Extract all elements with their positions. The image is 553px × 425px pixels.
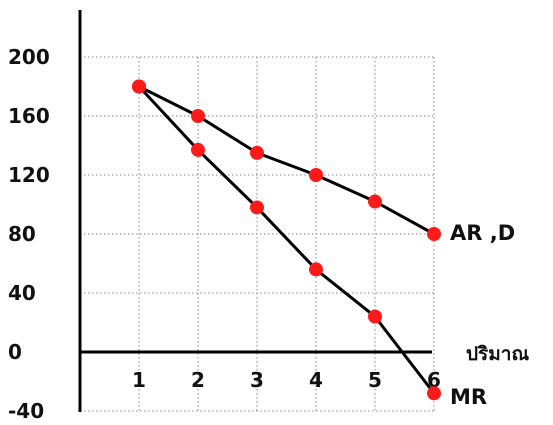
data-point <box>191 142 205 157</box>
x-tick-label: 6 <box>427 368 441 392</box>
data-point <box>427 386 441 401</box>
y-tick-label: 120 <box>8 163 50 187</box>
x-tick-label: 2 <box>191 368 205 392</box>
data-point <box>309 262 323 277</box>
y-tick-label: 80 <box>8 222 36 246</box>
series-label-ar-d: AR ,D <box>450 221 515 245</box>
x-tick-label: 3 <box>250 368 264 392</box>
chart-points <box>132 79 441 401</box>
x-tick-label: 1 <box>132 368 146 392</box>
data-point <box>250 145 264 160</box>
data-point <box>368 309 382 324</box>
data-point <box>191 109 205 123</box>
chart-ticks: 200 160 120 80 40 0 -40 1 2 3 4 5 6 <box>8 45 441 423</box>
y-tick-label: 160 <box>8 104 50 128</box>
chart-grid <box>80 56 435 412</box>
chart-axes <box>78 10 432 412</box>
x-axis-label: ปริมาณ <box>466 343 529 365</box>
chart-lines <box>137 85 436 395</box>
data-point <box>250 200 264 215</box>
series-line-0 <box>137 85 436 236</box>
data-point <box>427 227 441 241</box>
series-line-1 <box>137 85 436 395</box>
y-tick-label: 200 <box>8 45 50 69</box>
data-point <box>368 194 382 209</box>
y-tick-label: -40 <box>8 399 44 423</box>
y-tick-label: 0 <box>8 340 22 364</box>
data-point <box>132 79 146 94</box>
series-label-mr: MR <box>450 385 487 409</box>
y-tick-label: 40 <box>8 281 36 305</box>
chart-labels: AR ,D MR ปริมาณ <box>450 221 529 409</box>
x-tick-label: 5 <box>368 368 382 392</box>
x-tick-label: 4 <box>309 368 323 392</box>
data-point <box>309 168 323 182</box>
